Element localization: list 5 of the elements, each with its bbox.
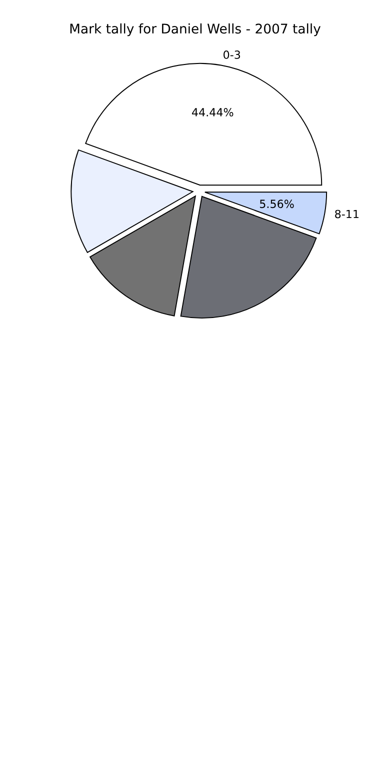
chart-title: Mark tally for Daniel Wells - 2007 tally	[70, 23, 321, 36]
slice-label: 0-3	[224, 50, 240, 59]
data-label: 44.44%	[192, 108, 234, 116]
data-label: 5.56%	[260, 200, 294, 208]
slice-label: 8-11	[335, 210, 358, 218]
